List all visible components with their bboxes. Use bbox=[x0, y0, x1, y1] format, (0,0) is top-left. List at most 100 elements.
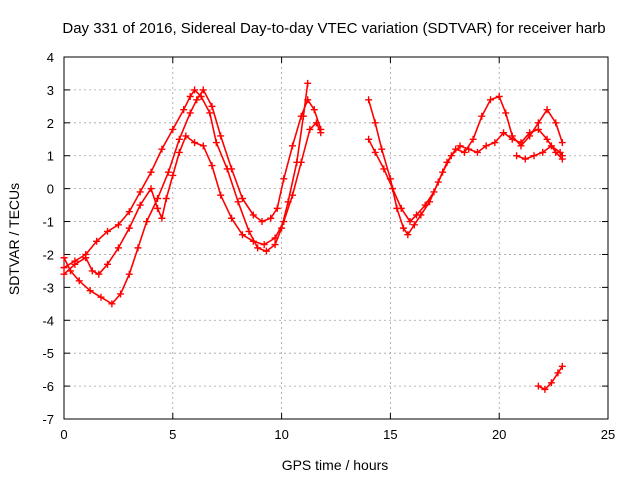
data-point bbox=[473, 148, 481, 156]
x-tick-label: 15 bbox=[383, 427, 397, 442]
y-tick-label: -7 bbox=[42, 412, 54, 427]
data-point bbox=[191, 139, 199, 147]
data-point bbox=[114, 244, 122, 252]
data-point bbox=[93, 237, 101, 245]
data-point bbox=[280, 175, 288, 183]
y-tick-label: 2 bbox=[47, 116, 54, 131]
series-layer bbox=[60, 79, 566, 393]
data-point bbox=[60, 254, 68, 262]
x-tick-label: 10 bbox=[274, 427, 288, 442]
data-point bbox=[534, 125, 542, 133]
data-point bbox=[95, 270, 103, 278]
data-point bbox=[249, 211, 257, 219]
data-point bbox=[389, 185, 397, 193]
y-tick-label: 3 bbox=[47, 83, 54, 98]
data-point bbox=[169, 171, 177, 179]
data-point bbox=[365, 96, 373, 104]
data-point bbox=[456, 142, 464, 150]
data-point bbox=[97, 293, 105, 301]
data-point bbox=[125, 208, 133, 216]
data-point bbox=[288, 142, 296, 150]
series-line bbox=[367, 95, 564, 236]
data-point bbox=[234, 198, 242, 206]
data-point bbox=[108, 300, 116, 308]
data-point bbox=[469, 135, 477, 143]
data-point bbox=[86, 287, 94, 295]
data-point bbox=[147, 185, 155, 193]
data-point bbox=[486, 96, 494, 104]
data-point bbox=[182, 132, 190, 140]
data-point bbox=[125, 224, 133, 232]
data-point bbox=[406, 218, 414, 226]
data-point bbox=[280, 218, 288, 226]
data-point bbox=[371, 119, 379, 127]
data-point bbox=[169, 125, 177, 133]
data-point bbox=[554, 369, 562, 377]
data-point bbox=[495, 92, 503, 100]
grid bbox=[64, 57, 608, 419]
y-tick-label: -6 bbox=[42, 379, 54, 394]
data-point bbox=[186, 92, 194, 100]
data-point bbox=[199, 142, 207, 150]
x-axis-label: GPS time / hours bbox=[282, 457, 389, 473]
data-point bbox=[297, 158, 305, 166]
data-point bbox=[558, 152, 566, 160]
data-point bbox=[526, 129, 534, 137]
series-trace-6 bbox=[513, 142, 566, 163]
data-point bbox=[460, 148, 468, 156]
data-point bbox=[304, 79, 312, 87]
data-point bbox=[273, 204, 281, 212]
data-point bbox=[508, 135, 516, 143]
data-point bbox=[134, 244, 142, 252]
series-line bbox=[63, 122, 322, 275]
data-point bbox=[267, 214, 275, 222]
x-tick-label: 20 bbox=[492, 427, 506, 442]
data-point bbox=[534, 119, 542, 127]
data-point bbox=[254, 244, 262, 252]
data-point bbox=[539, 148, 547, 156]
data-point bbox=[158, 214, 166, 222]
series-trace-3 bbox=[60, 119, 325, 278]
data-point bbox=[365, 135, 373, 143]
data-point bbox=[482, 142, 490, 150]
data-point bbox=[262, 247, 270, 255]
data-point bbox=[199, 86, 207, 94]
y-tick-label: -4 bbox=[42, 313, 54, 328]
series-trace-5 bbox=[365, 125, 566, 226]
data-point bbox=[534, 382, 542, 390]
data-point bbox=[491, 139, 499, 147]
data-point bbox=[104, 260, 112, 268]
data-point bbox=[206, 109, 214, 117]
data-point bbox=[271, 241, 279, 249]
series-trace-2 bbox=[60, 86, 325, 308]
data-point bbox=[208, 102, 216, 110]
y-tick-labels: -7 -6 -5 -4 -3 -2 -1 0 1 2 3 4 bbox=[42, 50, 54, 427]
data-point bbox=[306, 125, 314, 133]
data-point bbox=[517, 139, 525, 147]
data-point bbox=[410, 221, 418, 229]
data-point bbox=[380, 165, 388, 173]
data-point bbox=[404, 231, 412, 239]
data-point bbox=[60, 270, 68, 278]
y-tick-label: 4 bbox=[47, 50, 54, 65]
data-point bbox=[543, 106, 551, 114]
chart-title: Day 331 of 2016, Sidereal Day-to-day VTE… bbox=[62, 20, 605, 37]
data-point bbox=[191, 86, 199, 94]
data-point bbox=[430, 188, 438, 196]
data-point bbox=[228, 214, 236, 222]
data-point bbox=[136, 201, 144, 209]
data-point bbox=[125, 270, 133, 278]
data-point bbox=[82, 254, 90, 262]
data-point bbox=[147, 168, 155, 176]
data-point bbox=[193, 96, 201, 104]
data-point bbox=[162, 195, 170, 203]
data-point bbox=[104, 227, 112, 235]
data-point bbox=[249, 237, 257, 245]
data-point bbox=[530, 152, 538, 160]
data-point bbox=[558, 139, 566, 147]
data-point bbox=[136, 188, 144, 196]
data-point bbox=[397, 204, 405, 212]
data-point bbox=[175, 148, 183, 156]
plot-frame bbox=[63, 56, 609, 420]
series-line bbox=[63, 82, 309, 269]
